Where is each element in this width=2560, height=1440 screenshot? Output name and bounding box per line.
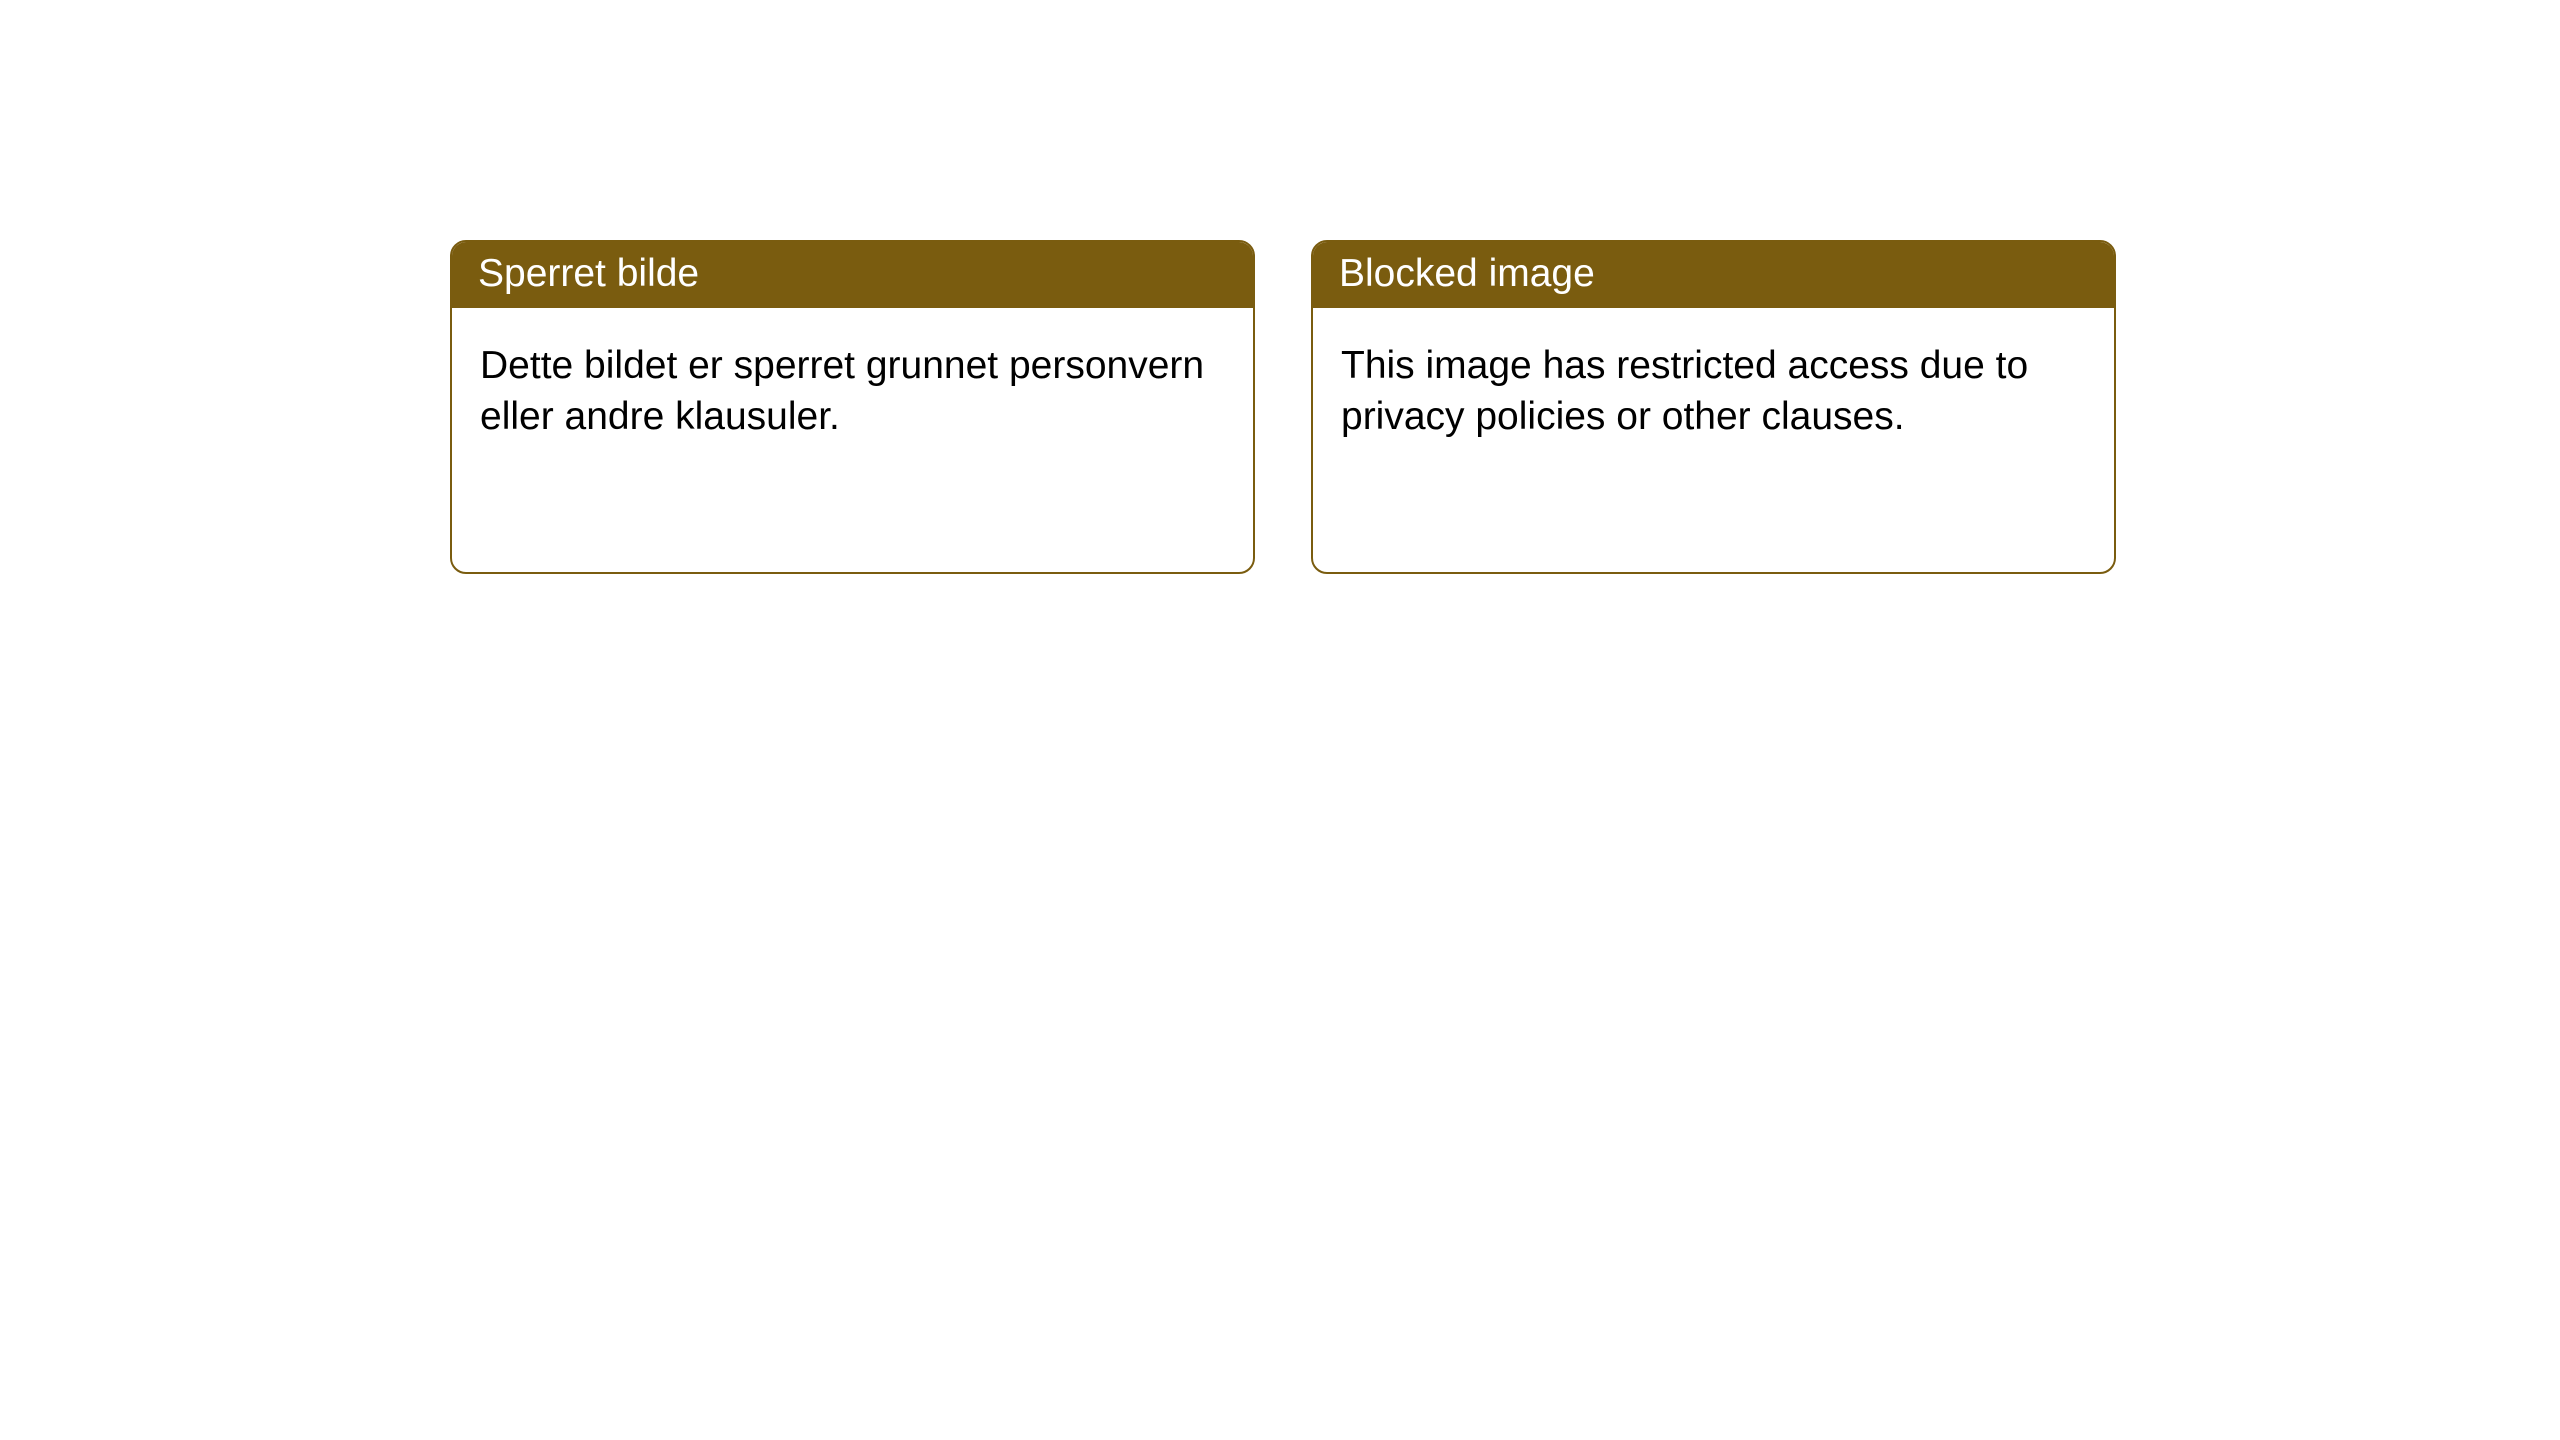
notice-card-english: Blocked image This image has restricted … — [1311, 240, 2116, 574]
notice-cards-container: Sperret bilde Dette bildet er sperret gr… — [450, 240, 2116, 574]
notice-header-english: Blocked image — [1313, 242, 2114, 308]
notice-card-norwegian: Sperret bilde Dette bildet er sperret gr… — [450, 240, 1255, 574]
notice-text-english: This image has restricted access due to … — [1341, 344, 2028, 438]
notice-header-norwegian: Sperret bilde — [452, 242, 1253, 308]
notice-body-english: This image has restricted access due to … — [1313, 308, 2114, 475]
notice-text-norwegian: Dette bildet er sperret grunnet personve… — [480, 344, 1204, 438]
notice-title-english: Blocked image — [1339, 252, 1595, 295]
notice-title-norwegian: Sperret bilde — [478, 252, 699, 295]
notice-body-norwegian: Dette bildet er sperret grunnet personve… — [452, 308, 1253, 475]
